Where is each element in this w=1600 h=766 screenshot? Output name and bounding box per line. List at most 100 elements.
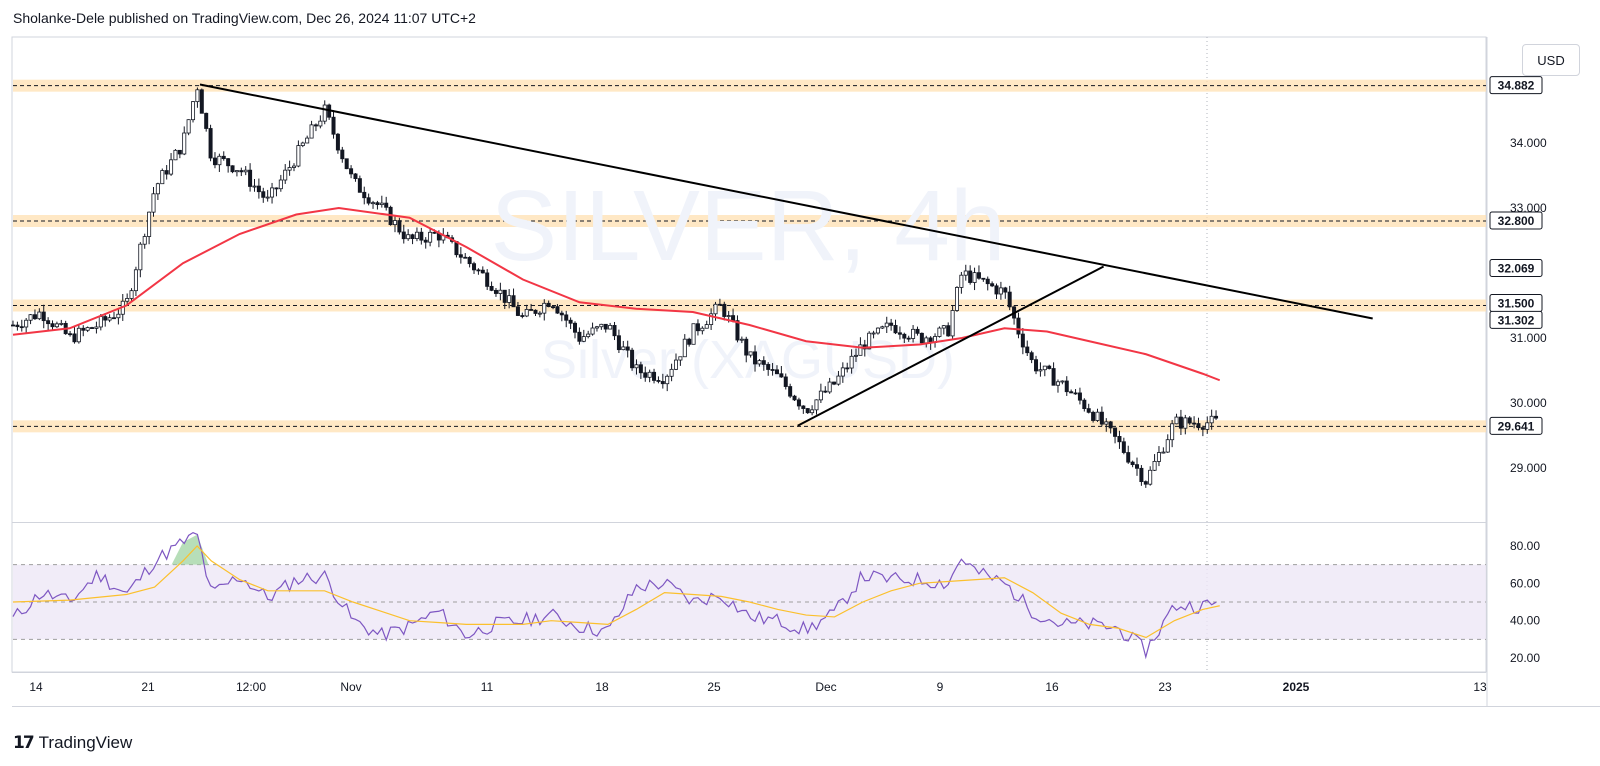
candle-body — [915, 328, 920, 334]
candle-body — [1139, 467, 1144, 483]
watermark-symbol: SILVER, 4h — [490, 170, 1005, 282]
candle-body — [564, 314, 569, 321]
candle-body — [783, 376, 788, 387]
candle-body — [147, 211, 152, 237]
candle-body — [265, 196, 270, 199]
candle-body — [691, 323, 696, 345]
candle-body — [72, 333, 77, 343]
candle-body — [493, 289, 498, 294]
candle-body — [770, 369, 775, 371]
candle-body — [384, 202, 389, 208]
price-level-label: 29.641 — [1489, 416, 1543, 435]
candle-body — [731, 315, 736, 322]
candle-body — [630, 349, 635, 369]
candle-body — [1152, 460, 1157, 471]
candle-body — [274, 187, 279, 190]
candle-body — [1042, 365, 1047, 371]
candle-body — [792, 395, 797, 401]
trendline — [797, 265, 1105, 427]
candle-body — [704, 324, 709, 329]
candle-body — [151, 193, 156, 213]
candle-body — [463, 256, 468, 259]
candle-body — [349, 168, 354, 175]
candle-body — [722, 303, 727, 317]
candle-body — [270, 187, 275, 198]
candle-body — [261, 191, 266, 198]
candle-body — [638, 364, 643, 374]
candle-body — [854, 354, 859, 357]
candle-body — [1161, 451, 1166, 454]
candle-body — [1192, 422, 1197, 425]
price-level-box — [1489, 310, 1543, 329]
candle-body — [950, 310, 955, 337]
candle-body — [941, 325, 946, 329]
candle-body — [164, 170, 169, 175]
candle-body — [735, 320, 740, 341]
candle-body — [1095, 411, 1100, 421]
candle-body — [248, 169, 253, 187]
candle-body — [335, 133, 340, 151]
candle-body — [713, 303, 718, 315]
candle-body — [524, 309, 529, 317]
candle-body — [296, 145, 301, 167]
candle-body — [81, 327, 86, 331]
candle-body — [375, 202, 380, 206]
candle-body — [410, 234, 415, 239]
candle-body — [836, 375, 841, 385]
candle-body — [625, 346, 630, 351]
candle-body — [779, 373, 784, 378]
price-level-label: 31.500 — [1489, 294, 1543, 312]
candle-body — [502, 289, 507, 303]
candle-body — [1178, 416, 1183, 429]
candle-body — [186, 119, 191, 134]
candle-body — [59, 322, 64, 325]
candle-body — [199, 89, 204, 114]
candle-body — [551, 306, 556, 309]
candle-body — [340, 149, 345, 160]
candle-body — [590, 327, 595, 335]
candle-body — [946, 325, 951, 337]
candle-body — [968, 270, 973, 283]
candle-body — [318, 120, 323, 127]
price-level-value: 29.641 — [1498, 419, 1535, 433]
candle-body — [309, 124, 314, 139]
candle-body — [24, 319, 29, 328]
time-tick-label: 12:00 — [236, 680, 266, 694]
rsi-line — [12, 531, 1217, 660]
candle-body — [401, 231, 406, 240]
candle-body — [1003, 287, 1008, 293]
candle-body — [906, 337, 911, 340]
candle-body — [520, 315, 525, 317]
candle-body — [766, 364, 771, 370]
candle-body — [458, 254, 463, 258]
candle-body — [357, 178, 362, 193]
currency-selector[interactable]: USD — [1522, 44, 1580, 76]
candle-body — [256, 185, 261, 193]
time-tick-label: 16 — [1045, 680, 1059, 694]
candle-body — [423, 239, 428, 243]
candle-body — [1209, 415, 1214, 424]
candle-body — [867, 332, 872, 350]
candle-body — [1121, 441, 1126, 453]
axes: 34.882 32.800 32.069 31.500 31.302 29.641 34.0… — [29, 76, 1547, 694]
candle-body — [717, 303, 722, 306]
price-tick-label: 33.000 — [1510, 201, 1547, 215]
candle-body — [226, 158, 231, 167]
candle-body — [897, 332, 902, 335]
candle-body — [472, 263, 477, 271]
candle-body — [924, 337, 929, 344]
candle-body — [1156, 452, 1161, 462]
tradingview-branding[interactable]: 17 TradingView — [13, 733, 132, 753]
candle-body — [1130, 461, 1135, 466]
candle-body — [177, 149, 182, 155]
candle-body — [1029, 352, 1034, 361]
candle-body — [537, 312, 542, 315]
candle-body — [546, 302, 551, 308]
candle-body — [94, 326, 99, 329]
candle-body — [796, 399, 801, 407]
candle-body — [305, 137, 310, 144]
candle-body — [612, 325, 617, 337]
candle-body — [959, 274, 964, 288]
candle-body — [485, 272, 490, 287]
